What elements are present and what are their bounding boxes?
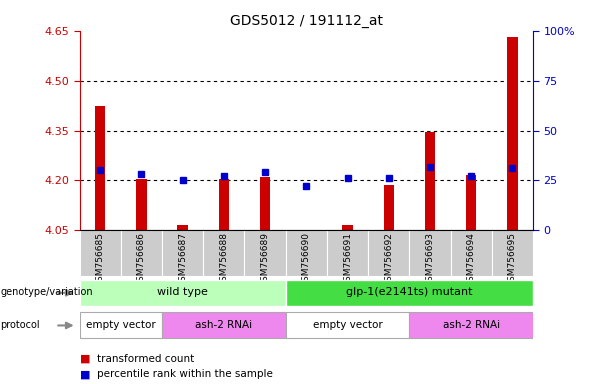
Bar — [219, 179, 229, 230]
Text: ■: ■ — [80, 354, 90, 364]
Title: GDS5012 / 191112_at: GDS5012 / 191112_at — [230, 14, 383, 28]
Bar — [492, 230, 533, 276]
Bar — [80, 313, 162, 338]
Bar — [466, 175, 477, 230]
Bar — [327, 230, 368, 276]
Text: ash-2 RNAi: ash-2 RNAi — [443, 320, 499, 330]
Bar — [409, 313, 533, 338]
Text: GSM756688: GSM756688 — [219, 232, 229, 287]
Text: GSM756694: GSM756694 — [466, 232, 476, 287]
Text: percentile rank within the sample: percentile rank within the sample — [97, 369, 273, 379]
Bar — [286, 313, 409, 338]
Text: GSM756685: GSM756685 — [95, 232, 105, 287]
Bar — [368, 230, 409, 276]
Bar — [95, 106, 105, 230]
Bar — [162, 230, 203, 276]
Text: GSM756686: GSM756686 — [137, 232, 146, 287]
Text: GSM756691: GSM756691 — [343, 232, 352, 287]
Bar — [286, 280, 533, 306]
Bar — [80, 230, 121, 276]
Bar — [121, 230, 162, 276]
Text: GSM756687: GSM756687 — [178, 232, 187, 287]
Text: GSM756689: GSM756689 — [260, 232, 270, 287]
Text: GSM756695: GSM756695 — [508, 232, 517, 287]
Bar — [409, 230, 451, 276]
Text: GSM756693: GSM756693 — [425, 232, 435, 287]
Text: GSM756692: GSM756692 — [384, 232, 393, 287]
Bar — [342, 225, 353, 230]
Bar — [286, 230, 327, 276]
Bar — [244, 230, 286, 276]
Text: protocol: protocol — [1, 320, 40, 330]
Text: GSM756690: GSM756690 — [302, 232, 311, 287]
Bar — [425, 132, 435, 230]
Bar — [203, 230, 244, 276]
Bar — [260, 177, 270, 230]
Text: empty vector: empty vector — [86, 320, 155, 330]
Text: empty vector: empty vector — [313, 320, 382, 330]
Text: transformed count: transformed count — [97, 354, 194, 364]
Bar — [451, 230, 492, 276]
Bar — [162, 313, 286, 338]
Bar — [507, 37, 518, 230]
Bar — [80, 280, 286, 306]
Text: ash-2 RNAi: ash-2 RNAi — [196, 320, 252, 330]
Text: genotype/variation: genotype/variation — [1, 287, 93, 297]
Bar — [383, 185, 394, 230]
Text: wild type: wild type — [157, 287, 208, 297]
Text: glp-1(e2141ts) mutant: glp-1(e2141ts) mutant — [346, 287, 472, 297]
Bar — [136, 179, 147, 230]
Text: ■: ■ — [80, 369, 90, 379]
Bar — [177, 225, 188, 230]
